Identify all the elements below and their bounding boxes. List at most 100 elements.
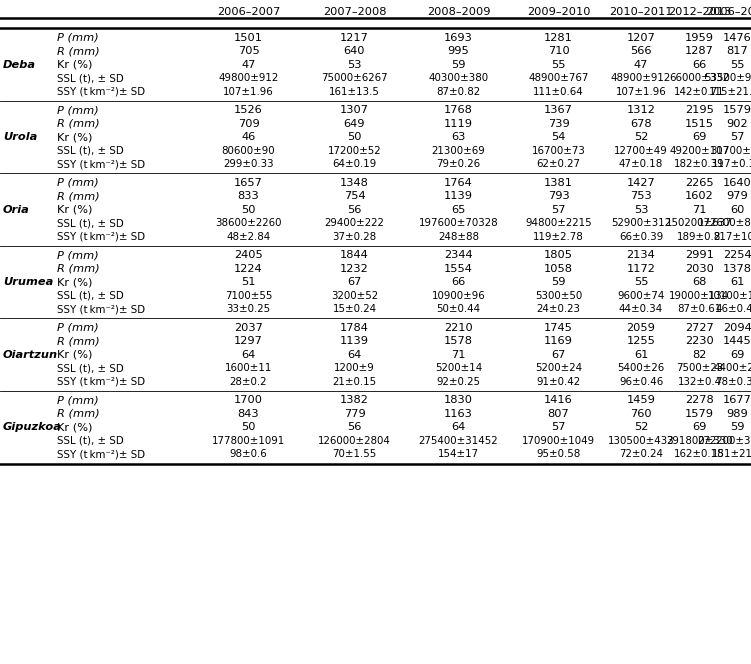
Text: 1579: 1579: [685, 409, 714, 419]
Text: 1578: 1578: [444, 336, 473, 346]
Text: 82: 82: [692, 350, 707, 360]
Text: 843: 843: [237, 409, 259, 419]
Text: 57: 57: [551, 205, 566, 214]
Text: 1579: 1579: [723, 106, 751, 116]
Text: 64: 64: [451, 422, 466, 432]
Text: 678: 678: [630, 119, 652, 129]
Text: 75000±6267: 75000±6267: [321, 73, 388, 83]
Text: 61: 61: [730, 278, 745, 288]
Text: 48±2.84: 48±2.84: [226, 232, 270, 242]
Text: 1367: 1367: [544, 106, 573, 116]
Text: 55: 55: [634, 278, 648, 288]
Text: 2265: 2265: [685, 178, 713, 188]
Text: 1169: 1169: [544, 336, 573, 346]
Text: 115±21.16: 115±21.16: [709, 87, 751, 97]
Text: 98±0.6: 98±0.6: [230, 450, 267, 459]
Text: 61: 61: [634, 350, 648, 360]
Text: 57: 57: [551, 422, 566, 432]
Text: SSY (t km⁻²)± SD: SSY (t km⁻²)± SD: [57, 450, 145, 459]
Text: 1287: 1287: [685, 46, 714, 56]
Text: SSY (t km⁻²)± SD: SSY (t km⁻²)± SD: [57, 232, 145, 242]
Text: 162±0.18: 162±0.18: [674, 450, 725, 459]
Text: 2008–2009: 2008–2009: [427, 7, 490, 17]
Text: 67: 67: [347, 278, 362, 288]
Text: 79±0.26: 79±0.26: [436, 159, 481, 169]
Text: 47: 47: [241, 60, 255, 70]
Text: 1139: 1139: [444, 191, 473, 201]
Text: 902: 902: [727, 119, 748, 129]
Text: 2991: 2991: [685, 250, 714, 260]
Text: 7100±55: 7100±55: [225, 291, 272, 301]
Text: 170900±1049: 170900±1049: [522, 436, 595, 446]
Text: 779: 779: [344, 409, 366, 419]
Text: 12700±49: 12700±49: [614, 146, 668, 156]
Text: 21±0.15: 21±0.15: [333, 376, 376, 386]
Text: 291800±330: 291800±330: [666, 436, 733, 446]
Text: 1427: 1427: [626, 178, 656, 188]
Text: 69: 69: [692, 422, 707, 432]
Text: 1348: 1348: [340, 178, 369, 188]
Text: 754: 754: [344, 191, 365, 201]
Text: 48900±912: 48900±912: [611, 73, 671, 83]
Text: 272200±38107: 272200±38107: [698, 436, 751, 446]
Text: 52900±312: 52900±312: [611, 218, 671, 228]
Text: 1281: 1281: [544, 33, 573, 42]
Text: 69: 69: [730, 350, 745, 360]
Text: 182±0.39: 182±0.39: [674, 159, 725, 169]
Text: SSY (t km⁻²)± SD: SSY (t km⁻²)± SD: [57, 87, 145, 97]
Text: 1119: 1119: [444, 119, 473, 129]
Text: 2405: 2405: [234, 250, 263, 260]
Text: 65: 65: [451, 205, 466, 214]
Text: 48900±767: 48900±767: [528, 73, 589, 83]
Text: 80600±90: 80600±90: [222, 146, 276, 156]
Text: 1693: 1693: [444, 33, 473, 42]
Text: 566: 566: [630, 46, 652, 56]
Text: 54: 54: [551, 132, 566, 142]
Text: 2030: 2030: [685, 264, 714, 274]
Text: SSL (t), ± SD: SSL (t), ± SD: [57, 291, 124, 301]
Text: 1217: 1217: [340, 33, 369, 42]
Text: 10100±106: 10100±106: [707, 291, 751, 301]
Text: 44±0.34: 44±0.34: [619, 304, 663, 314]
Text: 70±1.55: 70±1.55: [333, 450, 376, 459]
Text: 142±0.71: 142±0.71: [674, 87, 725, 97]
Text: 2195: 2195: [685, 106, 714, 116]
Text: 92±0.25: 92±0.25: [436, 376, 481, 386]
Text: 1657: 1657: [234, 178, 263, 188]
Text: 833: 833: [237, 191, 259, 201]
Text: 1515: 1515: [685, 119, 714, 129]
Text: 1172: 1172: [626, 264, 656, 274]
Text: 95±0.58: 95±0.58: [536, 450, 581, 459]
Text: 49800±912: 49800±912: [219, 73, 279, 83]
Text: Kr (%): Kr (%): [57, 422, 92, 432]
Text: 1382: 1382: [340, 395, 369, 405]
Text: 71: 71: [692, 205, 707, 214]
Text: 705: 705: [237, 46, 259, 56]
Text: P (mm): P (mm): [57, 323, 98, 333]
Text: 55: 55: [730, 60, 745, 70]
Bar: [0, 465, 751, 664]
Text: 2037: 2037: [234, 323, 263, 333]
Text: 3200±52: 3200±52: [331, 291, 378, 301]
Text: 2059: 2059: [626, 323, 656, 333]
Text: 24±0.23: 24±0.23: [536, 304, 581, 314]
Text: 60: 60: [730, 205, 745, 214]
Text: 753: 753: [630, 191, 652, 201]
Text: 4400±20: 4400±20: [714, 363, 751, 373]
Text: Oria: Oria: [3, 205, 30, 214]
Text: 807: 807: [547, 409, 569, 419]
Text: 1526: 1526: [234, 106, 263, 116]
Text: 1163: 1163: [444, 409, 473, 419]
Text: P (mm): P (mm): [57, 395, 98, 405]
Text: 1445: 1445: [723, 336, 751, 346]
Text: 1768: 1768: [444, 106, 473, 116]
Text: 1640: 1640: [723, 178, 751, 188]
Text: 817: 817: [727, 46, 749, 56]
Text: 119±2.78: 119±2.78: [533, 232, 584, 242]
Text: 71: 71: [451, 350, 466, 360]
Text: 2006–2013: 2006–2013: [706, 7, 751, 17]
Text: 53: 53: [347, 60, 362, 70]
Text: 87±0.82: 87±0.82: [436, 87, 481, 97]
Text: 649: 649: [344, 119, 365, 129]
Text: 299±0.33: 299±0.33: [223, 159, 274, 169]
